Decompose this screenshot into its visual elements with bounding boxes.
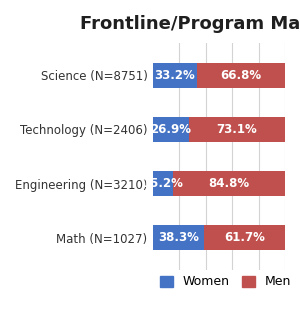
Legend: Women, Men: Women, Men — [155, 270, 296, 293]
Bar — [188, 117, 285, 141]
Bar — [204, 225, 285, 250]
Text: 84.8%: 84.8% — [208, 177, 250, 190]
Text: 33.2%: 33.2% — [154, 69, 195, 82]
Text: 66.8%: 66.8% — [220, 69, 262, 82]
Bar — [153, 171, 173, 196]
Bar — [153, 225, 204, 250]
Title: Frontline/Program Manager: Frontline/Program Manager — [80, 15, 300, 33]
Text: 73.1%: 73.1% — [216, 123, 257, 136]
Bar — [173, 171, 285, 196]
Bar — [153, 63, 197, 87]
Bar — [197, 63, 285, 87]
Text: 61.7%: 61.7% — [224, 231, 265, 244]
Bar — [153, 117, 188, 141]
Text: 15.2%: 15.2% — [142, 177, 184, 190]
Text: 26.9%: 26.9% — [150, 123, 191, 136]
Text: 38.3%: 38.3% — [158, 231, 199, 244]
